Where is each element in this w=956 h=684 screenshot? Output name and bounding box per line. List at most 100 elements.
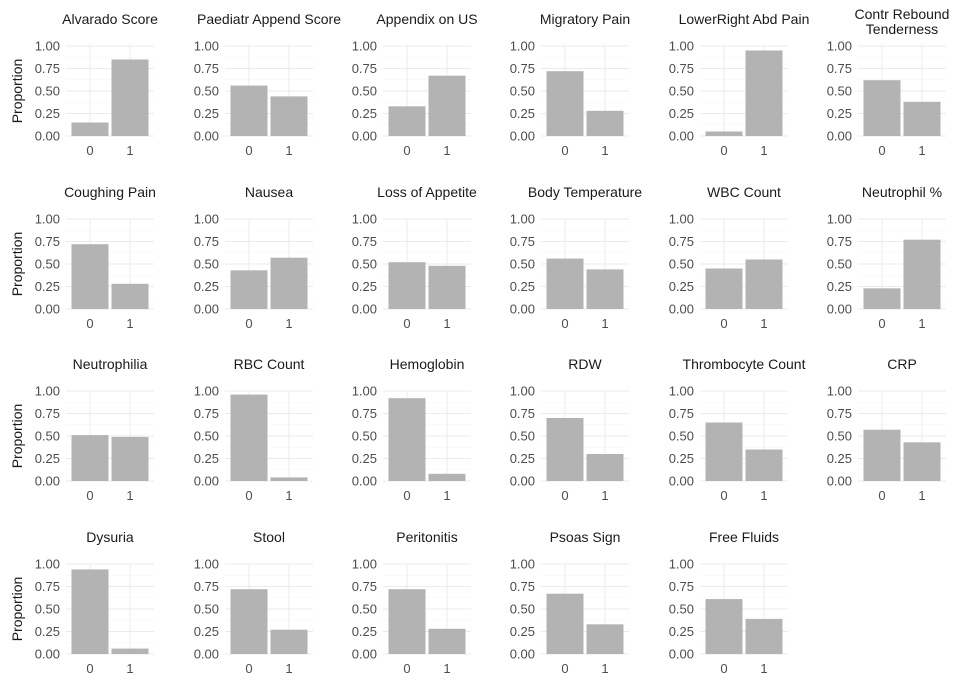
panel-title: Thrombocyte Count (683, 356, 806, 372)
y-tick-label: 0.25 (352, 106, 377, 121)
y-tick-label: 1.00 (194, 212, 219, 227)
y-tick-label: 0.25 (510, 624, 535, 639)
x-tick-label: 0 (561, 661, 568, 676)
panel-21: 0.00 0.25 0.50 0.75 1.00 0 1 Psoas Sign (510, 529, 629, 676)
x-tick-label: 1 (601, 488, 608, 503)
y-tick-label: 1.00 (510, 212, 535, 227)
x-tick-label: 0 (245, 661, 252, 676)
y-tick-label: 1.00 (510, 384, 535, 399)
bar-0 (863, 80, 901, 136)
panel-title: RBC Count (234, 356, 305, 372)
y-tick-label: 0.75 (35, 234, 60, 249)
y-tick-label: 0.50 (827, 429, 852, 444)
bar-0 (230, 270, 268, 309)
y-tick-label: 0.00 (352, 302, 377, 317)
bar-0 (705, 599, 743, 654)
y-tick-label: 1.00 (35, 557, 60, 572)
bar-1 (903, 442, 941, 481)
bar-1 (428, 75, 466, 136)
panel-title: Neutrophilia (73, 356, 148, 372)
y-tick-label: 0.00 (510, 302, 535, 317)
y-tick-label: 1.00 (194, 39, 219, 54)
y-tick-label: 1.00 (669, 384, 694, 399)
y-tick-label: 0.75 (194, 61, 219, 76)
y-tick-label: 0.75 (510, 406, 535, 421)
panel-title: Coughing Pain (64, 184, 156, 200)
bar-0 (71, 122, 109, 136)
y-tick-label: 0.25 (510, 279, 535, 294)
panel-title: LowerRight Abd Pain (679, 11, 810, 27)
y-tick-label: 0.75 (669, 406, 694, 421)
bar-1 (270, 257, 308, 309)
y-axis-label: Proportion (9, 577, 25, 642)
x-tick-label: 1 (918, 488, 925, 503)
x-tick-label: 0 (86, 661, 93, 676)
y-tick-label: 0.75 (827, 406, 852, 421)
y-tick-label: 0.50 (352, 429, 377, 444)
x-tick-label: 1 (760, 661, 767, 676)
bar-1 (428, 628, 466, 654)
bar-1 (111, 59, 149, 136)
x-tick-label: 1 (601, 661, 608, 676)
y-tick-label: 1.00 (352, 212, 377, 227)
y-tick-label: 0.00 (352, 474, 377, 489)
y-axis-label: Proportion (9, 59, 25, 124)
panel-title: Alvarado Score (62, 11, 158, 27)
y-tick-label: 0.00 (510, 474, 535, 489)
bar-1 (586, 624, 624, 654)
y-tick-label: 1.00 (35, 212, 60, 227)
panel-8: 0.00 0.25 0.50 0.75 1.00 0 1 Loss of Appetite (352, 184, 477, 331)
y-tick-label: 1.00 (35, 384, 60, 399)
bar-0 (230, 85, 268, 136)
y-axis-label: Proportion (9, 232, 25, 297)
x-tick-label: 1 (126, 316, 133, 331)
x-tick-label: 1 (126, 488, 133, 503)
y-tick-label: 0.50 (510, 429, 535, 444)
panel-2: 0.00 0.25 0.50 0.75 1.00 0 1 Appendix on US (352, 11, 478, 158)
y-tick-label: 0.75 (352, 234, 377, 249)
x-tick-label: 0 (403, 488, 410, 503)
y-tick-label: 0.50 (352, 84, 377, 99)
y-tick-label: 0.75 (827, 61, 852, 76)
y-tick-label: 0.00 (35, 474, 60, 489)
y-tick-label: 1.00 (352, 384, 377, 399)
y-tick-label: 0.50 (827, 257, 852, 272)
x-tick-label: 0 (86, 316, 93, 331)
bar-0 (546, 593, 584, 654)
y-tick-label: 0.50 (35, 602, 60, 617)
x-tick-label: 1 (443, 488, 450, 503)
panel-0: 0.00 0.25 0.50 0.75 1.00 0 1 Alvarado Score (35, 11, 158, 158)
y-tick-label: 0.50 (194, 602, 219, 617)
bar-0 (863, 288, 901, 309)
y-tick-label: 0.50 (669, 429, 694, 444)
x-tick-label: 1 (285, 316, 292, 331)
y-tick-label: 0.50 (35, 429, 60, 444)
panel-title: Paediatr Append Score (197, 11, 341, 27)
panel-title: Nausea (245, 184, 293, 200)
y-tick-label: 0.00 (35, 302, 60, 317)
y-tick-label: 0.00 (827, 302, 852, 317)
y-tick-label: 0.00 (194, 474, 219, 489)
bar-1 (270, 477, 308, 481)
y-tick-label: 0.75 (194, 406, 219, 421)
y-tick-label: 0.75 (35, 406, 60, 421)
y-tick-label: 0.75 (35, 579, 60, 594)
y-tick-label: 1.00 (510, 39, 535, 54)
y-tick-label: 0.25 (352, 624, 377, 639)
y-tick-label: 0.00 (352, 647, 377, 662)
x-tick-label: 0 (86, 143, 93, 158)
y-tick-label: 0.25 (669, 279, 694, 294)
y-tick-label: 1.00 (827, 39, 852, 54)
y-tick-label: 0.75 (194, 579, 219, 594)
x-tick-label: 1 (918, 143, 925, 158)
bar-1 (111, 436, 149, 481)
y-tick-label: 0.50 (669, 257, 694, 272)
x-tick-label: 1 (760, 143, 767, 158)
bar-1 (428, 473, 466, 481)
x-tick-label: 1 (443, 661, 450, 676)
panel-10: 0.00 0.25 0.50 0.75 1.00 0 1 WBC Count (669, 184, 788, 331)
bar-1 (270, 96, 308, 136)
panel-title: Free Fluids (709, 529, 779, 545)
y-tick-label: 0.00 (194, 129, 219, 144)
y-tick-label: 0.75 (510, 61, 535, 76)
